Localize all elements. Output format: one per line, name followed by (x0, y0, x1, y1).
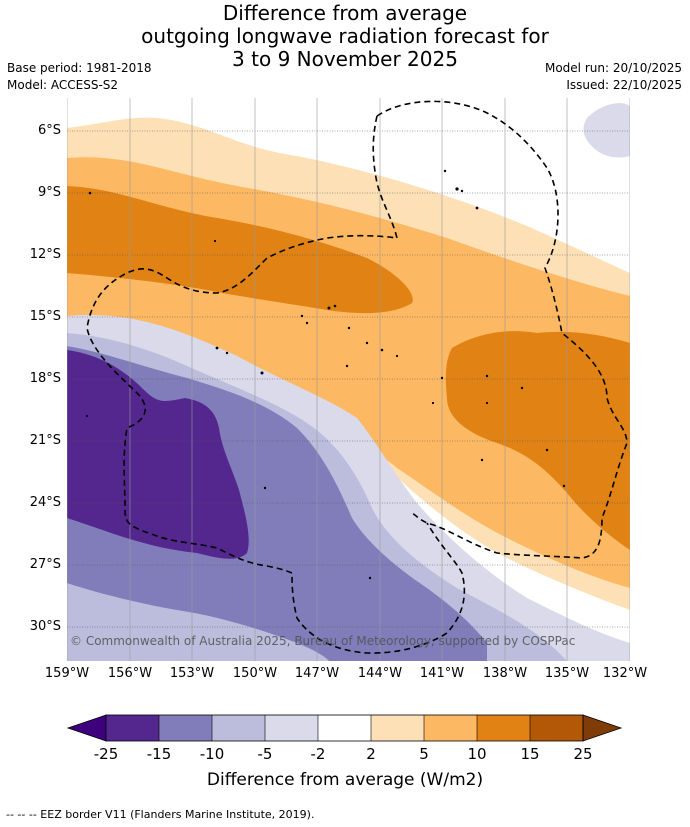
colorbar-tick-6: 5 (419, 745, 429, 763)
band-negative-ne-blob (583, 103, 630, 158)
issued-date: Issued: 22/10/2025 (566, 78, 682, 92)
lon-label-138w: 138°W (482, 666, 528, 681)
lon-label-135w: 135°W (544, 666, 590, 681)
lon-label-132w: 132°W (602, 666, 648, 681)
lon-label-147w: 147°W (294, 666, 340, 681)
lon-label-153w: 153°W (169, 666, 215, 681)
title-line-1: Difference from average (222, 1, 468, 25)
eez-border-french-polynesia (376, 100, 628, 559)
lat-label-30s: 30°S (29, 619, 61, 634)
meridian-lines (67, 98, 630, 661)
colorbar-bin-3 (265, 715, 318, 741)
colorbar-tick-9: 25 (573, 745, 593, 763)
colorbar-tick-5: 2 (366, 745, 376, 763)
lat-label-24s: 24°S (29, 495, 61, 510)
lon-label-159w: 159°W (44, 666, 90, 681)
lon-label-144w: 144°W (357, 666, 403, 681)
colorbar-bin-2 (212, 715, 265, 741)
lat-label-15s: 15°S (29, 309, 61, 324)
meta-right: Model run: 20/10/2025 Issued: 22/10/2025 (545, 60, 682, 94)
meta-left: Base period: 1981-2018 Model: ACCESS-S2 (7, 60, 152, 94)
colorbar-tick-0: -25 (93, 745, 119, 763)
colorbar-tick-2: -10 (199, 745, 225, 763)
lat-label-18s: 18°S (29, 371, 61, 386)
colorbar-bin-6 (424, 715, 477, 741)
lat-label-12s: 12°S (29, 247, 61, 262)
lon-label-141w: 141°W (419, 666, 465, 681)
lat-label-6s: 6°S (37, 123, 61, 138)
colorbar-bin-4 (318, 715, 371, 741)
colorbar-bin-5 (371, 715, 424, 741)
colorbar-tick-4: -2 (310, 745, 326, 763)
colorbar-bin-1 (159, 715, 212, 741)
colorbar-extend-max (582, 714, 623, 742)
title-line-3: 3 to 9 November 2025 (232, 47, 458, 71)
colorbar-dividers (158, 715, 531, 741)
lat-label-21s: 21°S (29, 433, 61, 448)
lat-label-27s: 27°S (29, 557, 61, 572)
lat-label-9s: 9°S (37, 185, 61, 200)
colorbar-tick-1: -15 (146, 745, 172, 763)
colorbar-extend-min (66, 714, 107, 742)
colorbar-bin-7 (477, 715, 530, 741)
map-canvas (67, 98, 630, 661)
colorbar-tick-8: 15 (520, 745, 540, 763)
model-run: Model run: 20/10/2025 (544, 61, 682, 75)
map-title: Difference from average outgoing longwav… (0, 2, 690, 71)
lon-label-156w: 156°W (107, 666, 153, 681)
colorbar-tick-7: 10 (467, 745, 487, 763)
colorbar-bin-0 (106, 715, 159, 741)
colorbar-label: Difference from average (W/m2) (206, 770, 484, 790)
colorbar-tick-3: -5 (257, 745, 273, 763)
colorbar (66, 714, 623, 742)
eez-legend-note: -- -- -- EEZ border V11 (Flanders Marine… (6, 808, 315, 821)
lon-label-150w: 150°W (232, 666, 278, 681)
copyright-notice: © Commonwealth of Australia 2025, Bureau… (70, 634, 576, 648)
base-period: Base period: 1981-2018 (7, 61, 152, 75)
title-line-2: outgoing longwave radiation forecast for (141, 24, 549, 48)
colorbar-bin-8 (530, 715, 583, 741)
band-negative-5-10-sw (67, 583, 329, 661)
band-negative-15-25 (67, 350, 249, 559)
forecast-map (67, 98, 630, 661)
islands (85, 169, 566, 580)
colorbar-frame (105, 714, 584, 742)
band-positive-10-15 (67, 186, 413, 314)
model-name: Model: ACCESS-S2 (7, 78, 119, 92)
band-positive-10-15-east (445, 331, 630, 550)
